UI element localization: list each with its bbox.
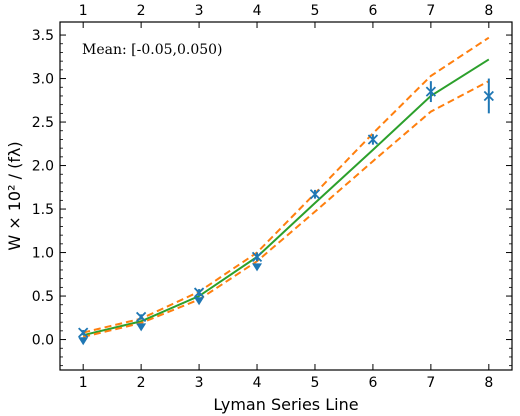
y-tick-label: 3.5 xyxy=(32,28,54,44)
data-point xyxy=(367,134,379,145)
axis-ticks: 1 1 2 2 3 3 4 4 5 5 6 6 7 7 8 8 0.0 0.5 1.0 1.5 2.0 2.5 3.0 3.5 xyxy=(32,3,512,391)
upper-band-line xyxy=(82,36,490,334)
x-tick-label: 8 xyxy=(484,375,493,391)
upper-limit-marker xyxy=(136,323,147,332)
x-tick-label-top: 8 xyxy=(484,3,493,19)
data-point xyxy=(425,86,437,97)
marker-stroke xyxy=(483,90,494,102)
marker-stroke xyxy=(309,189,321,200)
marker-stroke xyxy=(425,86,437,97)
data-point xyxy=(193,287,205,298)
marker-stroke xyxy=(193,287,205,298)
x-tick-label-top: 7 xyxy=(426,3,435,19)
y-tick-label: 1.5 xyxy=(32,202,54,218)
marker-stroke xyxy=(251,251,263,263)
plot-frame xyxy=(59,21,513,371)
y-tick-label: 0.0 xyxy=(32,333,54,349)
x-tick-label: 6 xyxy=(368,375,377,391)
data-point xyxy=(309,189,321,200)
x-tick-label: 7 xyxy=(426,375,435,391)
x-tick-label: 3 xyxy=(195,375,204,391)
y-tick-label: 2.5 xyxy=(32,115,54,131)
annotation-text: Mean: [-0.05,0.050) xyxy=(82,42,223,58)
marker-stroke xyxy=(367,134,379,145)
x-tick-label: 2 xyxy=(137,375,146,391)
x-tick-label: 5 xyxy=(311,375,320,391)
x-tick-label-top: 4 xyxy=(253,3,262,19)
data-points xyxy=(78,78,494,346)
x-tick-label-top: 5 xyxy=(311,3,320,19)
x-tick-label-top: 1 xyxy=(79,3,88,19)
x-tick-label: 1 xyxy=(79,375,88,391)
lower-band-line xyxy=(82,80,490,338)
x-tick-label-top: 6 xyxy=(368,3,377,19)
y-tick-label: 0.5 xyxy=(32,289,54,305)
y-tick-label: 2.0 xyxy=(32,159,54,175)
upper-limit-marker xyxy=(194,297,205,306)
x-tick-label-top: 3 xyxy=(195,3,204,19)
y-tick-label: 3.0 xyxy=(32,72,54,88)
upper-limit-marker xyxy=(252,263,263,272)
x-axis-title: Lyman Series Line xyxy=(213,395,358,414)
marker-stroke xyxy=(135,311,147,323)
marker-stroke xyxy=(78,327,89,338)
x-tick-label: 4 xyxy=(253,375,262,391)
data-point xyxy=(251,251,263,263)
y-tick-label: 1.0 xyxy=(32,246,54,262)
data-point xyxy=(78,327,89,338)
x-tick-label-top: 2 xyxy=(137,3,146,19)
model-line xyxy=(82,58,490,337)
data-point xyxy=(135,311,147,323)
y-axis-title: W × 10² / (fλ) xyxy=(5,141,24,250)
upper-limit-marker xyxy=(78,337,89,346)
series-lines xyxy=(82,36,490,338)
data-point xyxy=(483,90,494,102)
